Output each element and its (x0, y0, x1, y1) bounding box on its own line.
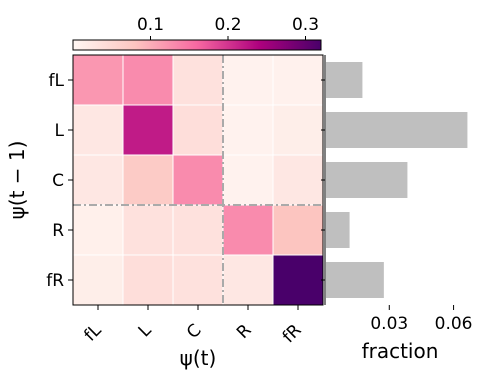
heatmap-cell-L-fL (72, 104, 124, 156)
heatmap-cell-C-C (172, 154, 224, 206)
bar-R (326, 212, 350, 248)
bar-xlabel: fraction (362, 339, 439, 363)
colorbar: 0.1 0.2 0.3 (72, 15, 322, 51)
heatmap-cell-fL-fL (72, 54, 124, 106)
heatmap-cell-R-fL (72, 204, 124, 256)
heatmap-cell-R-C (172, 204, 224, 256)
heatmap-cell-fR-fL (72, 254, 124, 306)
heatmap-cell-L-C (172, 104, 224, 156)
bar-fR (326, 262, 384, 298)
heatmap-xtick-label: R (233, 320, 256, 343)
heatmap-cell-fR-R (222, 254, 274, 306)
heatmap-xtick-label: fR (279, 320, 306, 347)
heatmap-cell-L-L (122, 104, 174, 156)
heatmap-cell-L-R (222, 104, 274, 156)
marginal-bar-chart: 0.03 0.06 fraction (321, 55, 473, 363)
heatmap-cell-R-L (122, 204, 174, 256)
heatmap-cell-L-fR (272, 104, 324, 156)
heatmap-ytick-label: L (55, 121, 65, 141)
bar-fL (326, 62, 363, 98)
heatmap-ytick-label: fR (46, 271, 64, 291)
heatmap-xtick-label: fL (80, 320, 105, 345)
heatmap-xtick-label: L (135, 320, 156, 341)
heatmap-cell-fL-L (122, 54, 174, 106)
heatmap-cell-fL-R (222, 54, 274, 106)
bar-C (326, 162, 408, 198)
heatmap-cell-C-L (122, 154, 174, 206)
colorbar-gradient (72, 39, 322, 51)
heatmap-cell-fL-fR (272, 54, 324, 106)
heatmap-cell-fR-fR (272, 254, 324, 306)
heatmap-ytick-label: C (52, 171, 64, 191)
heatmap-cell-fR-L (122, 254, 174, 306)
colorbar-tick-label: 0.3 (292, 15, 319, 35)
heatmap-cell-fR-C (172, 254, 224, 306)
heatmap-cell-R-R (222, 204, 274, 256)
heatmap-xtick-label: C (183, 320, 206, 343)
bar-xtick-label: 0.06 (435, 314, 473, 334)
colorbar-tick-label: 0.2 (214, 15, 241, 35)
heatmap-ytick-label: fL (49, 71, 65, 91)
heatmap-cell-fL-C (172, 54, 224, 106)
heatmap-cell-C-R (222, 154, 274, 206)
heatmap-ytick-label: R (52, 221, 64, 241)
heatmap-cell-C-fR (272, 154, 324, 206)
bar-xtick-label: 0.03 (370, 314, 408, 334)
colorbar-tick-label: 0.1 (137, 15, 164, 35)
heatmap-cell-R-fR (272, 204, 324, 256)
bar-L (326, 112, 468, 148)
heatmap-cell-C-fL (72, 154, 124, 206)
heatmap-ylabel: ψ(t − 1) (5, 141, 29, 220)
heatmap-xlabel: ψ(t) (180, 346, 217, 370)
